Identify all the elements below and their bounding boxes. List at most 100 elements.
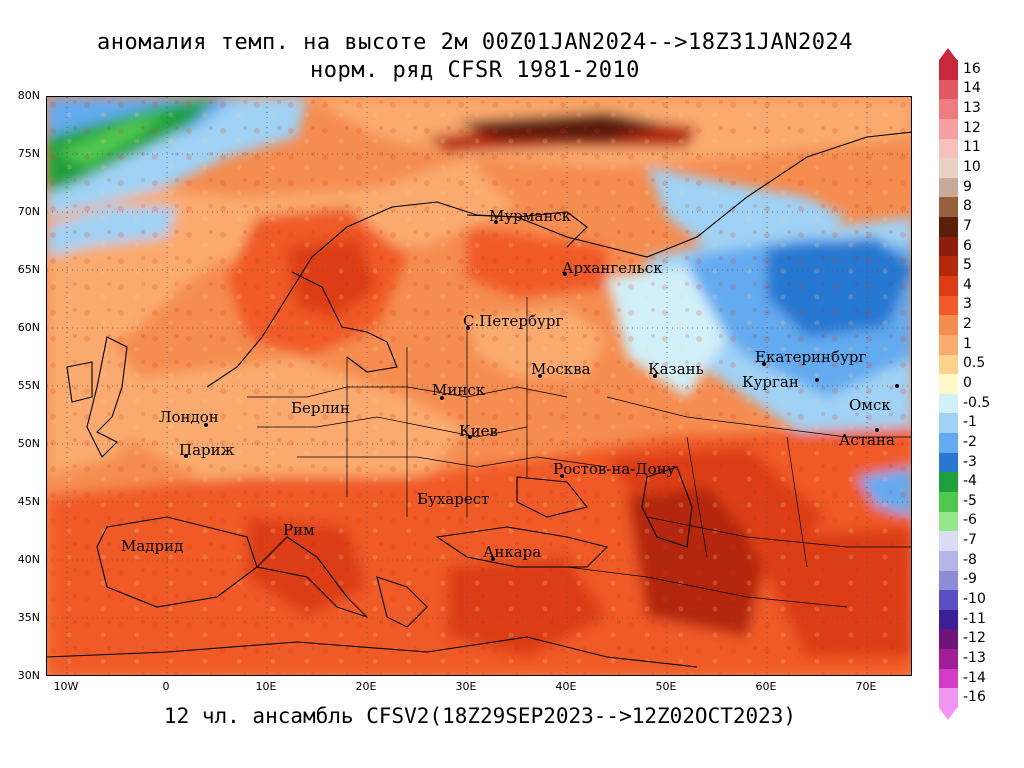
colorbar-swatch (939, 334, 958, 356)
city-label: Архангельск (562, 259, 663, 277)
colorbar-level-label: 5 (963, 257, 972, 274)
colorbar-swatch (939, 158, 958, 179)
colorbar-level-label: 11 (963, 139, 981, 156)
latitude-tick-label: 45N (17, 495, 40, 508)
colorbar-swatch (939, 531, 958, 552)
colorbar-swatch (939, 550, 958, 572)
colorbar-swatch (939, 118, 958, 140)
colorbar-swatch (939, 79, 958, 100)
map-field (47, 97, 911, 675)
latitude-tick-label: 65N (17, 263, 40, 276)
colorbar-swatch (939, 256, 958, 277)
colorbar-swatch (939, 492, 958, 513)
colorbar-swatch (939, 295, 958, 316)
city-label: Омск (849, 396, 891, 414)
colorbar-swatch (939, 688, 958, 709)
colorbar-level-label: 12 (963, 119, 981, 136)
colorbar-swatch (939, 374, 958, 395)
city-dot (491, 557, 495, 561)
footer-ensemble-info: 12 чл. ансамбль CFSV2(18Z29SEP2023-->12Z… (163, 704, 797, 728)
colorbar-level-label: 10 (963, 159, 981, 175)
colorbar-swatch (939, 609, 958, 630)
latitude-tick-label: 75N (17, 147, 40, 160)
colorbar-swatch (939, 433, 958, 454)
city-dot (204, 423, 208, 427)
longitude-tick-label: 10E (255, 680, 277, 693)
city-label: Анкара (483, 543, 542, 561)
colorbar-level-label: -14 (963, 669, 986, 686)
colorbar-level-label: 9 (963, 178, 972, 195)
colorbar-legend: 16 14 13 12 11 10 9 8 7 6 5 4 3 2 1 0.5 0 -0.5 -1 -2 -3 -4 -5 -… (939, 48, 1024, 720)
city-dot (762, 362, 766, 366)
city-label: Рим (283, 521, 315, 539)
colorbar-swatch (939, 472, 958, 493)
colorbar-level-label: 14 (963, 80, 981, 97)
colorbar-swatch (939, 138, 958, 159)
longitude-tick-label: 10W (53, 680, 79, 693)
colorbar-level-label: 4 (963, 276, 972, 293)
city-dot (895, 384, 899, 388)
colorbar-swatch (939, 315, 958, 336)
latitude-tick-label: 30N (17, 669, 40, 682)
city-label: Лондон (159, 408, 219, 426)
city-dot (468, 435, 472, 439)
colorbar-level-label: -13 (963, 649, 986, 666)
city-label: Екатеринбург (755, 348, 867, 366)
latitude-tick-label: 40N (17, 553, 40, 566)
colorbar-level-label: 0 (963, 375, 972, 391)
colorbar-level-label: 6 (963, 237, 972, 254)
colorbar-swatch (939, 276, 958, 297)
colorbar-swatch (939, 60, 958, 81)
city-dot (875, 428, 879, 432)
city-dot (563, 272, 567, 276)
latitude-tick-label: 35N (17, 611, 40, 624)
colorbar-swatch (939, 649, 958, 670)
longitude-tick-label: 20E (355, 680, 377, 693)
colorbar-level-label: 7 (963, 217, 972, 234)
city-dot (466, 326, 470, 330)
colorbar-level-label: 16 (963, 60, 981, 77)
colorbar-level-label: -7 (963, 532, 977, 549)
colorbar-level-label: -4 (963, 473, 977, 490)
colorbar-swatch (939, 393, 958, 414)
city-label: Москва (531, 360, 591, 378)
colorbar-swatch (939, 570, 958, 591)
city-dot (560, 474, 564, 478)
colorbar-level-label: -12 (963, 630, 986, 647)
colorbar-level-label: -1 (963, 414, 977, 431)
longitude-tick-label: 30E (455, 680, 477, 693)
colorbar-level-label: -0.5 (963, 394, 991, 411)
colorbar-level-label: 13 (963, 100, 981, 117)
colorbar-swatch (939, 511, 958, 532)
longitude-tick-label: 70E (855, 680, 877, 693)
latitude-tick-label: 70N (17, 205, 40, 218)
city-label: Париж (179, 441, 235, 459)
latitude-tick-label: 80N (17, 89, 40, 102)
city-dot (538, 374, 542, 378)
colorbar-level-label: -16 (963, 689, 986, 706)
city-label: Берлин (291, 399, 351, 417)
colorbar-level-label: -3 (963, 453, 977, 470)
colorbar-swatch (939, 413, 958, 434)
longitude-tick-label: 50E (655, 680, 677, 693)
latitude-tick-label: 60N (17, 321, 40, 334)
city-dot (815, 378, 819, 382)
colorbar-level-label: -9 (963, 571, 977, 588)
city-label: Курган (742, 373, 799, 391)
colorbar-swatch (939, 590, 958, 611)
city-dot (494, 220, 498, 224)
colorbar-upper-triangle (939, 48, 957, 60)
colorbar-level-label: 3 (963, 296, 972, 313)
latitude-tick-label: 50N (17, 437, 40, 450)
colorbar-swatch (939, 197, 958, 218)
colorbar-level-label: -6 (963, 512, 977, 529)
city-dot (184, 454, 188, 458)
colorbar-level-label: -5 (963, 492, 977, 509)
borders (247, 297, 911, 608)
city-label: Мурманск (489, 207, 572, 225)
colorbar-swatch (939, 236, 958, 257)
longitude-tick-label: 0 (162, 680, 170, 693)
longitude-tick-label: 40E (555, 680, 577, 693)
colorbar-level-label: 2 (963, 316, 972, 333)
city-label: Бухарест (417, 490, 490, 508)
